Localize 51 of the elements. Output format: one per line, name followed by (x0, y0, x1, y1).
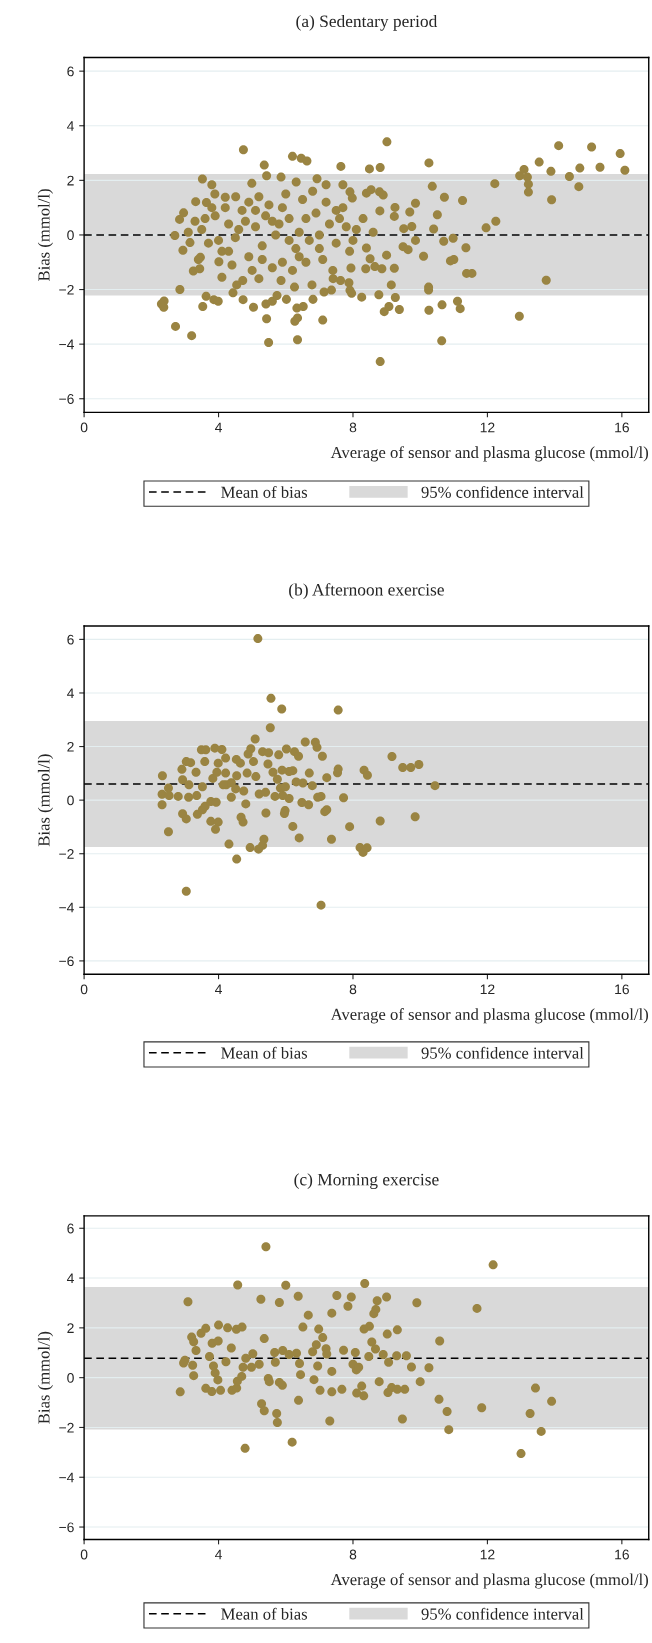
legend-label: Mean of bias (221, 485, 308, 498)
y-tick-label: 2 (67, 1323, 74, 1333)
y-tick-label: 2 (67, 741, 74, 752)
legend-label: 95% confidence interval (421, 485, 584, 498)
chart-title: (b) Afternoon exercise (289, 583, 444, 600)
y-tick-label: 0 (67, 1372, 74, 1383)
y-axis-title: Bias (mmol/l) (37, 1331, 53, 1424)
x-tick-label: 8 (349, 422, 357, 433)
y-tick-label: −2 (59, 1422, 74, 1433)
legend-label: 95% confidence interval (421, 1046, 584, 1059)
x-tick-label: 16 (615, 422, 629, 433)
y-tick-label: 6 (67, 66, 74, 77)
y-tick-label: 2 (67, 175, 74, 186)
x-axis-title: Average of sensor and plasma glucose (mmol/l) (330, 1008, 648, 1024)
x-tick-label: 4 (215, 984, 222, 995)
y-tick-label: 0 (67, 795, 74, 806)
x-tick-label: 0 (80, 984, 88, 995)
legend-label: 95% confidence interval (421, 1607, 584, 1620)
x-tick-label: 4 (215, 1549, 222, 1560)
x-tick-label: 12 (480, 1549, 495, 1560)
y-tick-label: 4 (66, 121, 74, 131)
x-axis-title: Average of sensor and plasma glucose (mmol/l) (330, 446, 648, 462)
x-tick-label: 8 (349, 984, 357, 995)
chart-title: (a) Sedentary period (296, 14, 438, 31)
x-tick-label: 16 (615, 984, 629, 995)
x-tick-label: 4 (215, 422, 222, 433)
y-tick-label: −2 (59, 284, 74, 295)
y-tick-label: −4 (59, 902, 74, 913)
x-tick-label: 0 (80, 422, 88, 433)
y-tick-label: −2 (59, 849, 74, 859)
y-tick-label: −4 (59, 1472, 74, 1483)
y-tick-label: −6 (59, 956, 74, 967)
chart-title: (c) Morning exercise (294, 1173, 439, 1190)
y-axis-title: Bias (mmol/l) (37, 189, 53, 281)
y-axis-title: Bias (mmol/l) (37, 754, 53, 847)
y-tick-label: 4 (66, 1273, 74, 1284)
x-tick-label: 16 (615, 1549, 629, 1560)
x-tick-label: 8 (349, 1549, 357, 1560)
x-tick-label: 0 (80, 1549, 88, 1560)
y-tick-label: 6 (67, 634, 74, 645)
y-tick-label: 0 (67, 230, 74, 241)
y-tick-label: −4 (59, 339, 74, 350)
y-tick-label: 4 (66, 688, 74, 698)
y-tick-label: −6 (59, 1522, 74, 1533)
legend-label: Mean of bias (221, 1607, 308, 1620)
x-axis-title: Average of sensor and plasma glucose (mmol/l) (330, 1573, 648, 1589)
x-tick-label: 12 (480, 984, 495, 995)
legend-label: Mean of bias (221, 1046, 308, 1059)
x-tick-label: 12 (480, 422, 495, 433)
y-tick-label: −6 (59, 394, 74, 404)
y-tick-label: 6 (67, 1223, 74, 1234)
